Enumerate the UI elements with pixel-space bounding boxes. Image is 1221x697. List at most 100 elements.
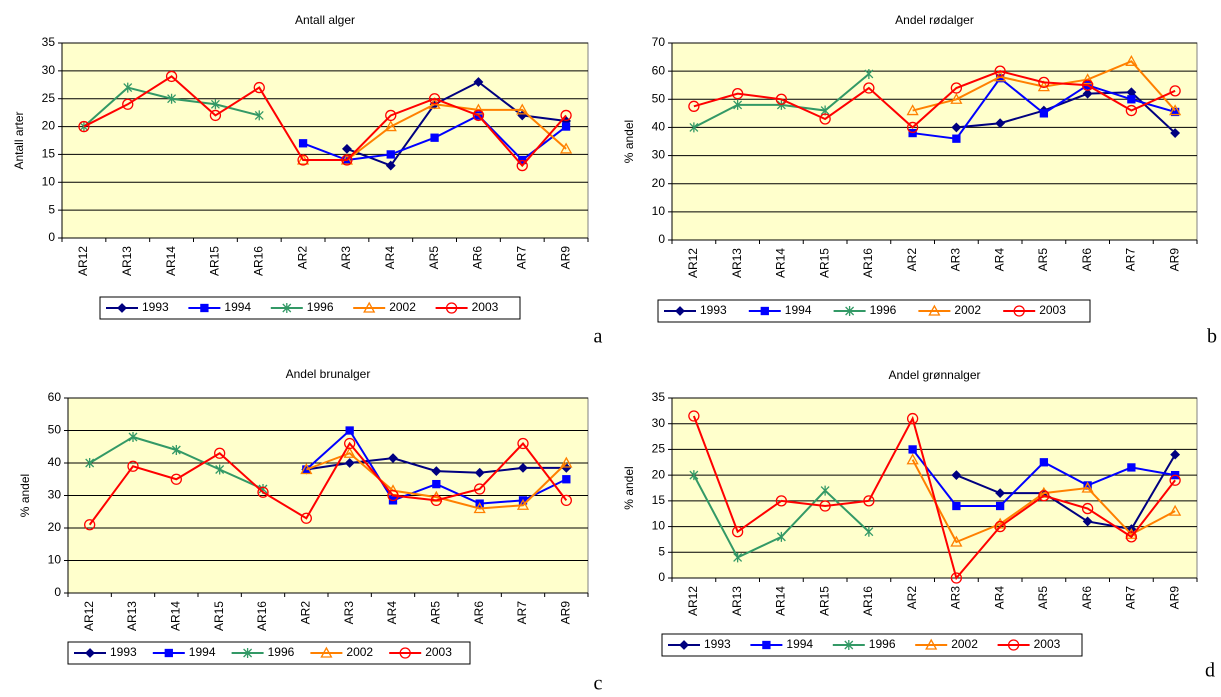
x-tick-label: AR5 [1036,586,1050,610]
marker [560,494,572,507]
marker [1127,95,1136,104]
x-tick-label: AR9 [1167,248,1181,272]
legend-label: 1993 [142,300,169,314]
x-tick-label: AR3 [949,586,963,610]
chart-title: Andel brunalger [286,367,371,381]
marker [363,301,376,313]
marker [445,302,458,314]
legend-label: 1996 [268,645,295,659]
legend-label: 2002 [346,645,373,659]
marker [1170,449,1181,460]
legend-label: 1996 [307,300,334,314]
marker [1038,76,1050,89]
marker [431,466,442,477]
marker [1125,104,1138,117]
legend-label: 2002 [951,637,978,651]
marker [1169,85,1181,97]
marker [762,640,771,650]
marker [320,646,333,658]
x-tick-label: AR12 [82,601,96,631]
marker [950,92,963,104]
legend-label: 1994 [786,637,813,651]
marker [679,640,689,650]
marker [906,121,919,134]
x-tick-label: AR5 [1036,248,1050,272]
marker [297,154,309,166]
marker [257,486,269,498]
marker [386,150,395,159]
marker [1169,504,1182,516]
marker [560,456,573,468]
marker [474,483,486,495]
x-tick-label: AR6 [472,601,486,625]
x-tick-label: AR16 [861,586,875,616]
marker [282,303,292,313]
legend-label: 1996 [869,637,896,651]
y-tick-label: 10 [652,204,666,218]
marker [388,453,398,464]
marker [760,306,769,316]
x-tick-label: AR6 [1080,248,1094,272]
legend-label: 2003 [1039,303,1066,317]
marker [906,104,919,116]
marker [689,470,699,481]
chart-title: Andel rødalger [895,13,974,27]
marker [1082,516,1093,527]
x-tick-label: AR12 [686,586,700,616]
marker [343,446,356,458]
x-tick-label: AR2 [295,246,309,270]
x-tick-label: AR16 [251,246,265,276]
x-tick-label: AR14 [164,246,178,276]
x-tick-label: AR3 [339,246,353,270]
y-tick-label: 10 [652,519,666,533]
series-line [693,70,1176,129]
panel-letter: a [594,326,603,348]
legend-label: 1994 [785,303,812,317]
marker [1007,639,1020,651]
marker [1039,458,1049,467]
legend-label: 1993 [704,637,731,651]
legend-label: 1993 [110,645,137,659]
marker [428,93,441,105]
marker [432,479,441,489]
marker [474,467,485,478]
marker [951,122,962,133]
y-tick-label: 50 [48,423,62,437]
x-tick-label: AR7 [515,601,529,625]
y-tick-label: 30 [48,488,62,502]
marker [430,133,439,142]
marker [127,460,139,472]
legend-label: 1994 [224,300,251,314]
y-tick-label: 10 [48,553,62,567]
y-tick-label: 0 [658,570,665,584]
y-tick-label: 50 [652,91,666,105]
marker [164,648,173,658]
marker [688,100,700,112]
y-tick-label: 0 [658,232,665,246]
marker [731,88,744,100]
marker [215,464,225,475]
y-tick-label: 40 [48,455,62,469]
x-tick-label: AR2 [299,601,313,625]
x-tick-label: AR13 [120,246,134,276]
marker [845,306,855,316]
y-tick-label: 10 [42,174,56,188]
marker [950,82,963,94]
marker [117,303,127,313]
x-tick-label: AR7 [1124,586,1138,610]
marker [473,502,486,514]
y-tick-label: 20 [652,176,666,190]
marker [428,97,441,109]
x-tick-label: AR9 [1167,586,1181,610]
y-tick-label: 60 [652,63,666,77]
legend-label: 1994 [189,645,216,659]
marker [925,638,938,650]
x-tick-label: AR15 [208,246,222,276]
x-tick-label: AR6 [471,246,485,270]
x-tick-label: AR16 [255,601,269,631]
x-tick-label: AR12 [686,248,700,278]
marker [1169,104,1182,116]
series-line [305,452,568,510]
legend-box [657,299,1091,323]
